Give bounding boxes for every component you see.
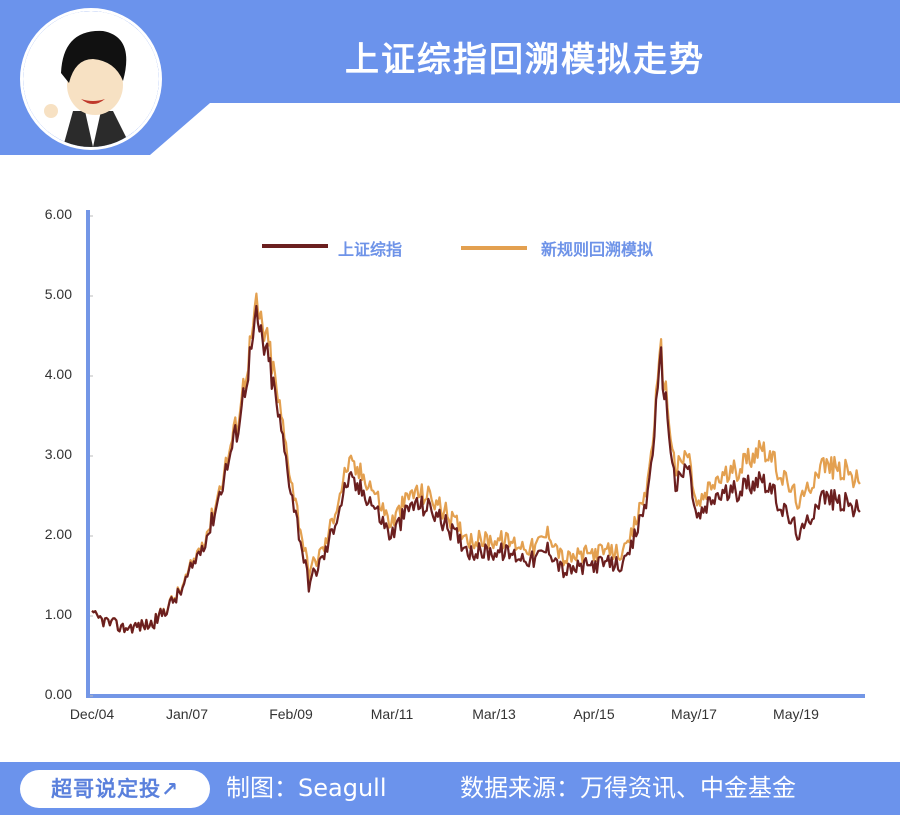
x-tick-label: Mar/13 [472,706,516,722]
x-tick-label: Jan/07 [165,706,209,722]
y-tick-label: 0.00 [44,686,72,702]
page-title: 上证综指回溯模拟走势 [345,40,705,80]
header-background [0,0,900,155]
chart-canvas [86,210,865,698]
x-tick-label: May/19 [773,706,819,722]
y-tick-label: 5.00 [44,286,72,302]
y-tick-label: 1.00 [44,606,72,622]
source-credit: 数据来源：万得资讯、中金基金 [460,774,796,802]
series-line-shanghai-index [91,304,861,634]
y-tick-label: 3.00 [44,446,72,462]
header-banner: キ 上证综指回溯模拟走势 [0,0,900,160]
footer-bar: 超哥说定投↗ 制图：Seagull 数据来源：万得资讯、中金基金 [0,762,900,815]
svg-text:キ: キ [37,38,59,63]
legend-swatch-new-rule-backtest [461,246,527,250]
legend-label-new-rule-backtest: 新规则回溯模拟 [541,240,654,259]
trend-arrow-icon: ↗ [161,777,179,801]
brand-badge: 超哥说定投↗ [20,770,210,808]
x-tick-label: May/17 [671,706,717,722]
cartoon-man-icon: キ [23,11,159,147]
y-tick-label: 6.00 [44,206,72,222]
legend-label-shanghai-index: 上证综指 [338,240,403,259]
x-tick-label: Feb/09 [269,706,313,722]
avatar: キ [20,8,162,150]
series-line-new-rule-backtest [91,292,861,634]
x-tick-label: Mar/11 [370,706,414,722]
y-tick-label: 4.00 [44,366,72,382]
brand-name: 超哥说定投 [51,777,162,801]
x-tick-label: Apr/15 [573,706,615,722]
y-tick-label: 2.00 [44,526,72,542]
line-chart: 上证综指 新规则回溯模拟 0.00 1.00 2.00 3.00 4.00 5.00 6.0… [0,160,900,760]
author-credit: 制图：Seagull [226,774,387,802]
x-tick-label: Dec/04 [69,706,115,722]
legend-swatch-shanghai-index [262,244,328,248]
